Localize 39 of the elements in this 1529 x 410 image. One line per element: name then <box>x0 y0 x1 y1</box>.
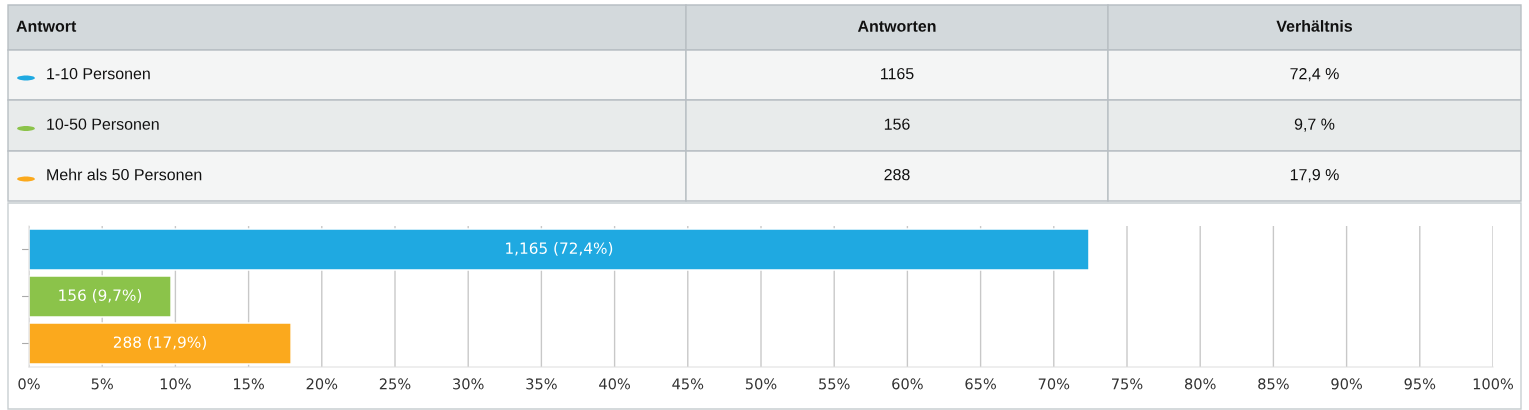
text: 9,7 % <box>1294 118 1335 132</box>
x-tick-label: 15% <box>234 378 264 390</box>
x-tick-label: 0% <box>18 378 40 390</box>
x-tick-label: 80% <box>1184 378 1216 390</box>
text: Verhältnis <box>1276 20 1353 32</box>
text: 1-10 Personen <box>47 67 150 80</box>
x-tick-label: 40% <box>599 378 630 390</box>
text: 156 <box>884 118 910 130</box>
data-label: 156 (9,7%) <box>59 289 142 303</box>
x-tick-label: 30% <box>453 378 484 390</box>
x-tick-label: 10% <box>160 378 191 390</box>
data-label: 1,165 (72,4%) <box>506 242 613 256</box>
text: Antwort <box>16 20 77 32</box>
x-tick-label: 20% <box>306 378 338 390</box>
x-tick-label: 75% <box>1111 378 1143 390</box>
x-tick-label: 45% <box>672 378 704 390</box>
x-tick-label: 95% <box>1404 378 1436 390</box>
x-tick-label: 55% <box>819 378 850 390</box>
x-tick-label: 70% <box>1038 378 1070 390</box>
bar <box>29 322 292 365</box>
x-tick-label: 25% <box>379 378 411 390</box>
text: 10-50 Personen <box>47 118 159 130</box>
text: 72,4 % <box>1290 67 1339 82</box>
text: Mehr als 50 Personen <box>47 168 202 181</box>
x-tick-label: 85% <box>1258 378 1289 390</box>
x-tick-label: 90% <box>1331 378 1362 390</box>
text: 288 <box>884 168 910 181</box>
bar <box>29 228 1090 271</box>
x-tick-label: 35% <box>526 378 557 390</box>
x-tick-label: 100% <box>1473 378 1514 390</box>
x-tick-label: 50% <box>745 378 777 390</box>
bar <box>29 275 172 318</box>
text: Antworten <box>857 20 936 32</box>
x-tick-label: 65% <box>965 378 996 390</box>
x-tick-label: 5% <box>91 378 113 390</box>
text: 1165 <box>881 67 914 80</box>
data-label: 288 (17,9%) <box>113 336 206 350</box>
text: 17,9 % <box>1290 168 1339 183</box>
x-tick-label: 60% <box>892 378 923 390</box>
